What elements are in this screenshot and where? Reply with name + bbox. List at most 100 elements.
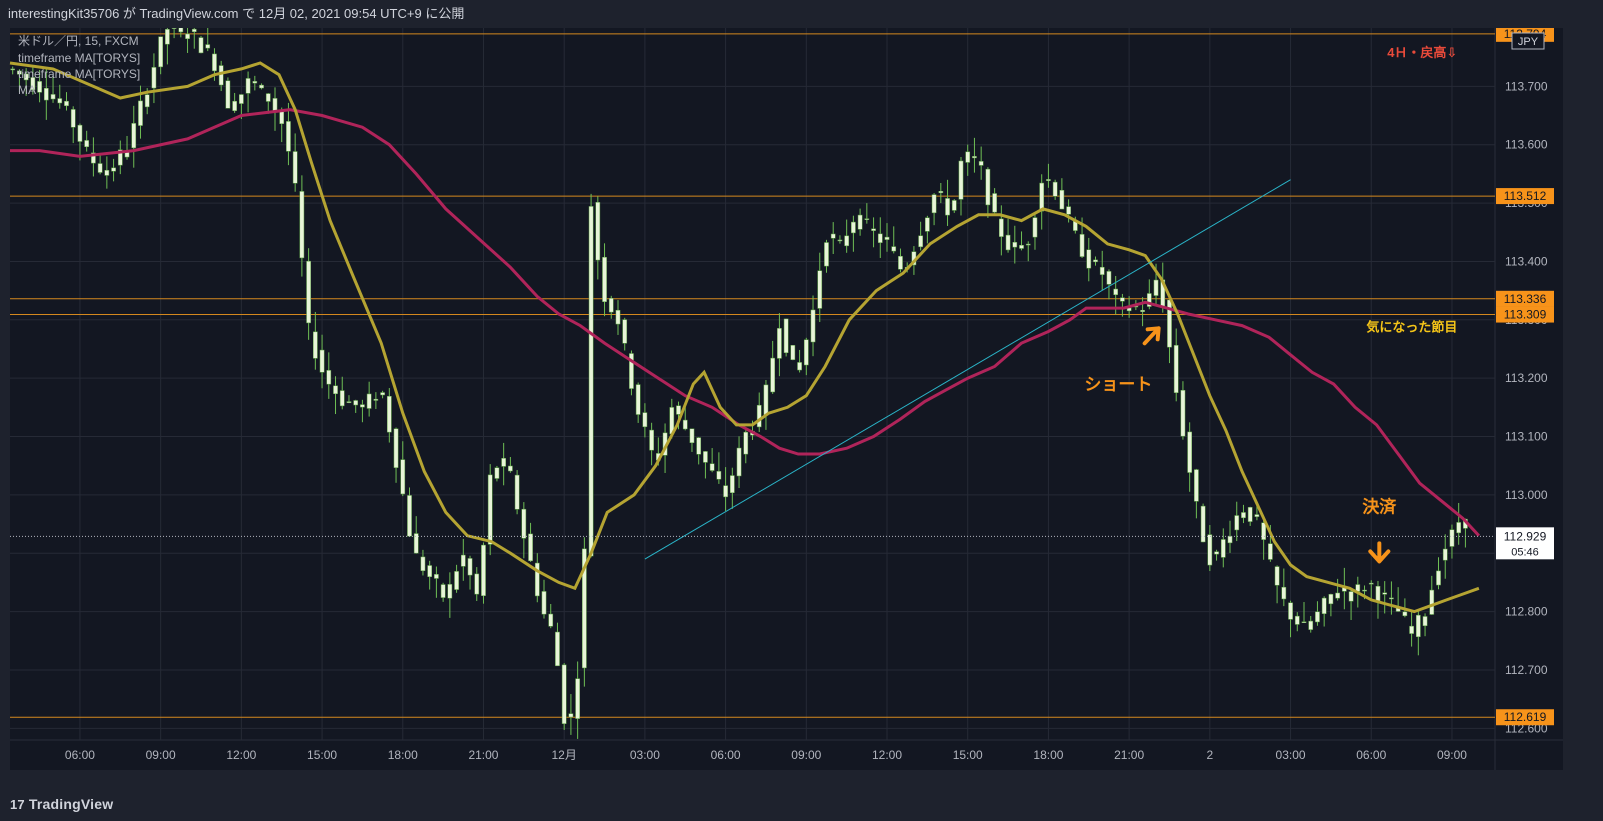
candle-body [1012, 242, 1018, 248]
candle-body [689, 428, 695, 443]
candle [117, 140, 123, 175]
candle-body [434, 574, 439, 579]
candle-body [158, 36, 163, 68]
candle [703, 451, 708, 479]
candle [602, 243, 607, 317]
candle-body [1281, 586, 1287, 600]
legend-ma-2: timeframe MA[TORYS] [18, 67, 140, 81]
candle-body [37, 81, 42, 93]
candle-body [1140, 309, 1145, 312]
candle [1281, 568, 1287, 607]
candle-body [743, 431, 749, 455]
candle [951, 199, 957, 213]
candle [1173, 328, 1179, 402]
candle [1294, 612, 1300, 632]
candle [1187, 422, 1192, 492]
candle [245, 71, 251, 113]
candle-body [1025, 243, 1031, 246]
candle [413, 516, 419, 554]
candle-body [77, 124, 83, 142]
candle-body [232, 100, 237, 111]
price-chart[interactable]: 113.700113.600113.500113.400113.300113.2… [0, 28, 1603, 788]
candle-body [1187, 431, 1192, 473]
current-price-tag: 112.929 05:46 [1496, 527, 1554, 560]
candle-body [1348, 591, 1354, 602]
candle [1106, 269, 1112, 300]
candle-body [972, 156, 977, 159]
candle-body [1093, 259, 1098, 263]
level-tag [1496, 306, 1554, 323]
candle [992, 188, 997, 214]
candle [1368, 580, 1374, 599]
candle [743, 430, 749, 464]
candle [756, 392, 762, 432]
candle-body [877, 233, 883, 243]
candle-body [185, 33, 190, 39]
candle-body [1005, 234, 1011, 251]
candle [857, 208, 863, 236]
candle-body [1113, 288, 1119, 296]
trendline[interactable] [644, 179, 1291, 560]
candle [844, 219, 849, 253]
candle-body [97, 163, 103, 173]
candle [1436, 557, 1441, 590]
time-tick-label: 18:00 [1033, 748, 1063, 762]
candle-body [918, 235, 923, 248]
candle [104, 156, 110, 189]
candle-body [313, 331, 318, 359]
candle [37, 69, 42, 103]
candle [346, 395, 352, 404]
candle [777, 313, 782, 377]
candle-body [353, 400, 359, 406]
candle-body [326, 370, 332, 385]
candle-body [373, 398, 379, 401]
candle [561, 663, 567, 730]
publish-line: interestingKit35706 が TradingView.com で … [8, 6, 465, 21]
candle [1241, 504, 1246, 524]
time-axis-ticks: 06:00 09:00 12:00 15:00 18:00 21:00 12月 03:00 06… [65, 748, 1467, 762]
candle [265, 93, 271, 114]
candle [131, 105, 137, 168]
candle-body [299, 191, 305, 259]
candle [454, 564, 459, 593]
candle-body [1422, 616, 1428, 627]
candle [501, 442, 506, 486]
candle-body [454, 571, 459, 590]
candle [534, 553, 540, 603]
candle-body [30, 77, 36, 91]
time-tick-label: 12:00 [872, 748, 902, 762]
candle [494, 465, 500, 482]
candle [1415, 610, 1421, 656]
candle-body [568, 713, 574, 718]
candle-body [1321, 597, 1327, 614]
grid-lines [10, 28, 1495, 740]
tradingview-logo[interactable]: 17 TradingView [10, 796, 113, 812]
time-tick-label: 12:00 [226, 748, 256, 762]
candle [353, 399, 359, 413]
candle [333, 376, 338, 415]
candle [1059, 178, 1065, 210]
candle [10, 66, 16, 75]
horizontal-levels [10, 33, 1495, 718]
time-tick-label: 03:00 [1276, 748, 1306, 762]
currency-label: JPY [1511, 32, 1545, 50]
level-tag-label: 113.512 [1504, 189, 1547, 203]
candle-body [252, 81, 258, 84]
candle-body [319, 349, 325, 373]
candle [1328, 593, 1334, 617]
candle [1409, 610, 1414, 647]
candle [548, 603, 554, 629]
candle [790, 345, 796, 361]
candle-body [770, 357, 776, 393]
candle-body [534, 562, 540, 597]
candle [898, 248, 903, 273]
candle [689, 428, 695, 452]
candle-body [864, 218, 870, 220]
candle [1086, 237, 1092, 282]
candle-body [1099, 266, 1105, 275]
candle-body [1052, 181, 1058, 197]
time-tick-label: 09:00 [791, 748, 821, 762]
candle-body [1046, 179, 1051, 181]
candle [877, 217, 883, 258]
candle [447, 572, 453, 618]
